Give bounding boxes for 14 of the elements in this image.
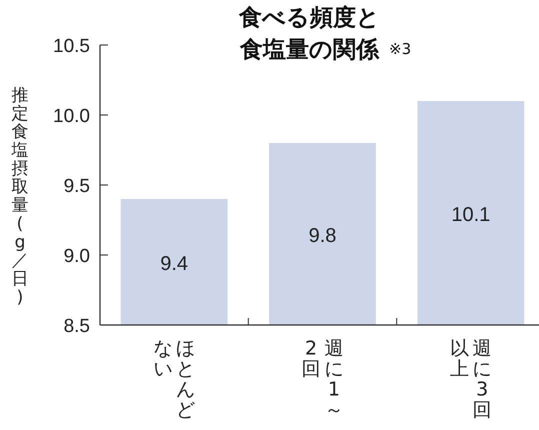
x-tick-label: 週に3回以上 bbox=[450, 337, 492, 421]
y-tick-label: 10.5 bbox=[53, 36, 90, 57]
y-axis-title: 推定食塩摂取量(g／日) bbox=[12, 85, 28, 308]
data-label: 10.1 bbox=[451, 204, 490, 226]
y-tick-label: 8.5 bbox=[64, 316, 90, 337]
x-tick-label: ほとんどない bbox=[153, 337, 196, 421]
chart-title: 食べる頻度と食塩量の関係 bbox=[238, 4, 381, 65]
y-tick-label: 9.0 bbox=[64, 246, 90, 267]
y-tick-label: 10.0 bbox=[53, 106, 90, 127]
annotation: ※3 bbox=[389, 40, 412, 58]
data-label: 9.8 bbox=[308, 225, 336, 247]
data-label: 9.4 bbox=[160, 253, 188, 275]
y-tick-label: 9.5 bbox=[64, 176, 90, 197]
x-tick-label: 週に1～2回 bbox=[302, 337, 344, 421]
